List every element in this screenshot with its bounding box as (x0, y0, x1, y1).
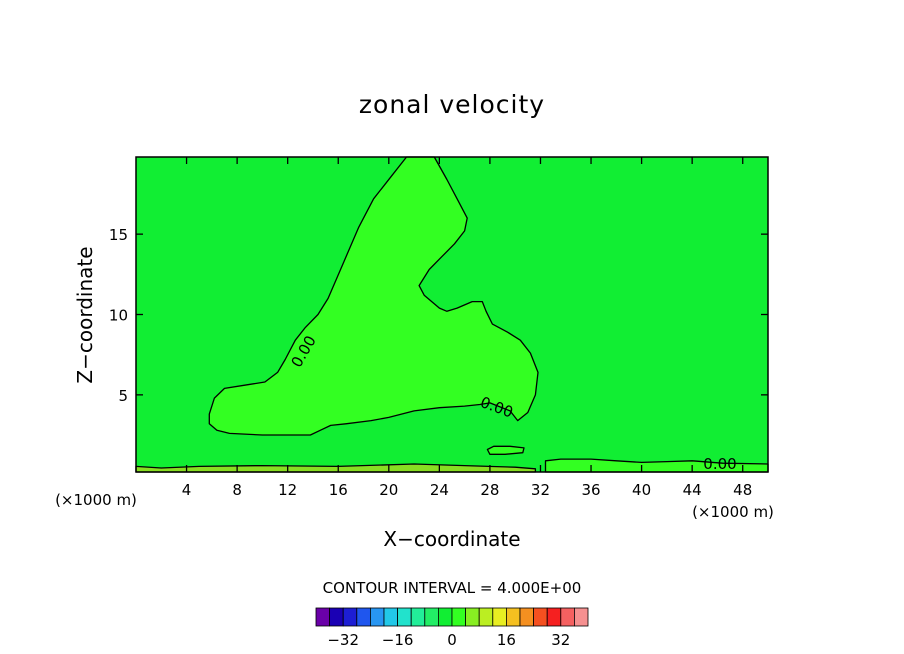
colorbar-swatch (397, 607, 412, 627)
x-tick-label: 48 (733, 481, 752, 499)
colorbar-swatch (369, 607, 385, 627)
colorbar-swatch (356, 607, 371, 627)
colorbar-swatch (342, 607, 358, 627)
colorbar-swatch (574, 607, 589, 627)
y-tick-labels: 5 10 15 (109, 226, 128, 405)
colorbar-swatch (329, 607, 344, 627)
colorbar-swatch (424, 607, 439, 627)
x-tick-label: 36 (581, 481, 600, 499)
y-tick-label: 5 (118, 387, 128, 405)
colorbar-swatch (505, 607, 521, 627)
colorbar-tick-label: −32 (327, 631, 359, 649)
contour-label: 0.00 (703, 455, 736, 473)
colorbar-swatch (315, 607, 331, 627)
contour-region (208, 156, 539, 436)
colorbar-tick-label: 32 (551, 631, 570, 649)
colorbar-swatch (533, 607, 548, 627)
x-tick-label: 24 (430, 481, 449, 499)
contour-regions (135, 156, 769, 473)
x-tick-label: 20 (379, 481, 398, 499)
chart-title: zonal velocity (359, 90, 545, 119)
x-tick-label: 40 (632, 481, 651, 499)
colorbar-swatch (492, 607, 507, 627)
x-axis-label: X−coordinate (383, 527, 520, 551)
x-unit-left: (×1000 m) (55, 491, 137, 509)
x-tick-label: 28 (480, 481, 499, 499)
contour-interval-label: CONTOUR INTERVAL = 4.000E+00 (323, 579, 582, 597)
colorbar-swatch (546, 607, 562, 627)
x-tick-label: 32 (531, 481, 550, 499)
x-tick-label: 44 (683, 481, 702, 499)
x-tick-label: 4 (182, 481, 192, 499)
colorbar-swatch (437, 607, 453, 627)
colorbar-swatch (478, 607, 494, 627)
colorbar-tick-label: 16 (497, 631, 516, 649)
y-tick-label: 15 (109, 226, 128, 244)
plot-area (135, 156, 769, 473)
x-tick-label: 8 (232, 481, 242, 499)
colorbar-tick-label: 0 (447, 631, 457, 649)
colorbar-labels: −32 −16 0 16 32 (327, 631, 570, 649)
x-tick-labels: 4 8 12 16 20 24 28 32 36 40 44 48 (182, 481, 752, 499)
x-tick-label: 12 (278, 481, 297, 499)
y-axis-label: Z−coordinate (73, 246, 97, 383)
y-tick-label: 10 (109, 307, 128, 325)
colorbar-swatch (451, 607, 467, 627)
colorbar-swatch (519, 607, 535, 627)
contour-region (135, 463, 537, 473)
colorbar-swatch (383, 607, 399, 627)
colorbar (315, 607, 589, 627)
colorbar-swatch (465, 607, 480, 627)
colorbar-swatch (560, 607, 575, 627)
contour-region (486, 445, 525, 455)
colorbar-swatch (410, 607, 426, 627)
colorbar-tick-label: −16 (382, 631, 414, 649)
axis-ticks (136, 157, 768, 472)
x-unit-right: (×1000 m) (692, 503, 774, 521)
x-tick-label: 16 (329, 481, 348, 499)
